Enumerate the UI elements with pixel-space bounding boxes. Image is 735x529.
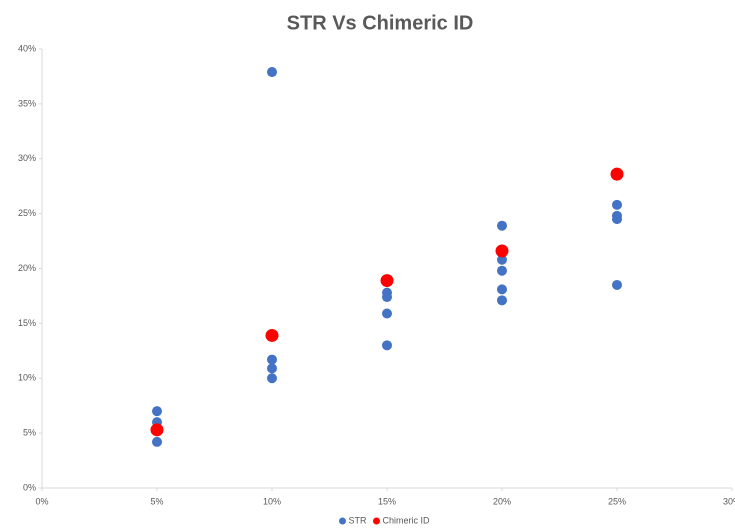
- x-tick-label: 5%: [150, 496, 163, 506]
- data-point: [497, 284, 507, 295]
- data-point: [495, 244, 509, 258]
- data-point: [610, 167, 624, 181]
- data-point: [612, 199, 622, 210]
- y-tick-label: 35%: [18, 98, 36, 108]
- y-tick-label: 30%: [18, 153, 36, 163]
- chart-title: STR Vs Chimeric ID: [287, 12, 474, 34]
- x-tick-label: 25%: [608, 496, 626, 506]
- y-tick-label: 5%: [23, 428, 36, 438]
- x-tick-label: 30%: [723, 496, 735, 506]
- y-tick-label: 15%: [18, 318, 36, 328]
- x-tick-label: 15%: [378, 496, 396, 506]
- legend-label: STR: [348, 515, 367, 525]
- data-point: [380, 274, 394, 288]
- data-point: [497, 220, 507, 231]
- legend-label: Chimeric ID: [382, 515, 430, 525]
- data-point: [267, 373, 277, 384]
- data-point: [152, 406, 162, 417]
- y-tick-label: 20%: [18, 263, 36, 273]
- data-point: [267, 67, 277, 78]
- legend-marker: [338, 517, 346, 525]
- data-point: [267, 354, 277, 365]
- data-point: [267, 363, 277, 374]
- data-point: [612, 214, 622, 225]
- x-tick-label: 10%: [263, 496, 281, 506]
- y-tick-label: 10%: [18, 373, 36, 383]
- data-point: [612, 279, 622, 290]
- y-tick-label: 40%: [18, 43, 36, 53]
- data-point: [497, 254, 507, 265]
- legend-marker: [372, 517, 380, 525]
- data-point: [382, 308, 392, 319]
- y-tick-label: 25%: [18, 208, 36, 218]
- x-tick-label: 0%: [35, 496, 48, 506]
- data-point: [152, 436, 162, 447]
- data-point: [150, 423, 164, 437]
- data-point: [382, 292, 392, 303]
- x-tick-label: 20%: [493, 496, 511, 506]
- data-point: [497, 265, 507, 276]
- y-tick-label: 0%: [23, 482, 36, 492]
- data-point: [497, 295, 507, 306]
- data-point: [382, 340, 392, 351]
- data-point: [265, 328, 279, 342]
